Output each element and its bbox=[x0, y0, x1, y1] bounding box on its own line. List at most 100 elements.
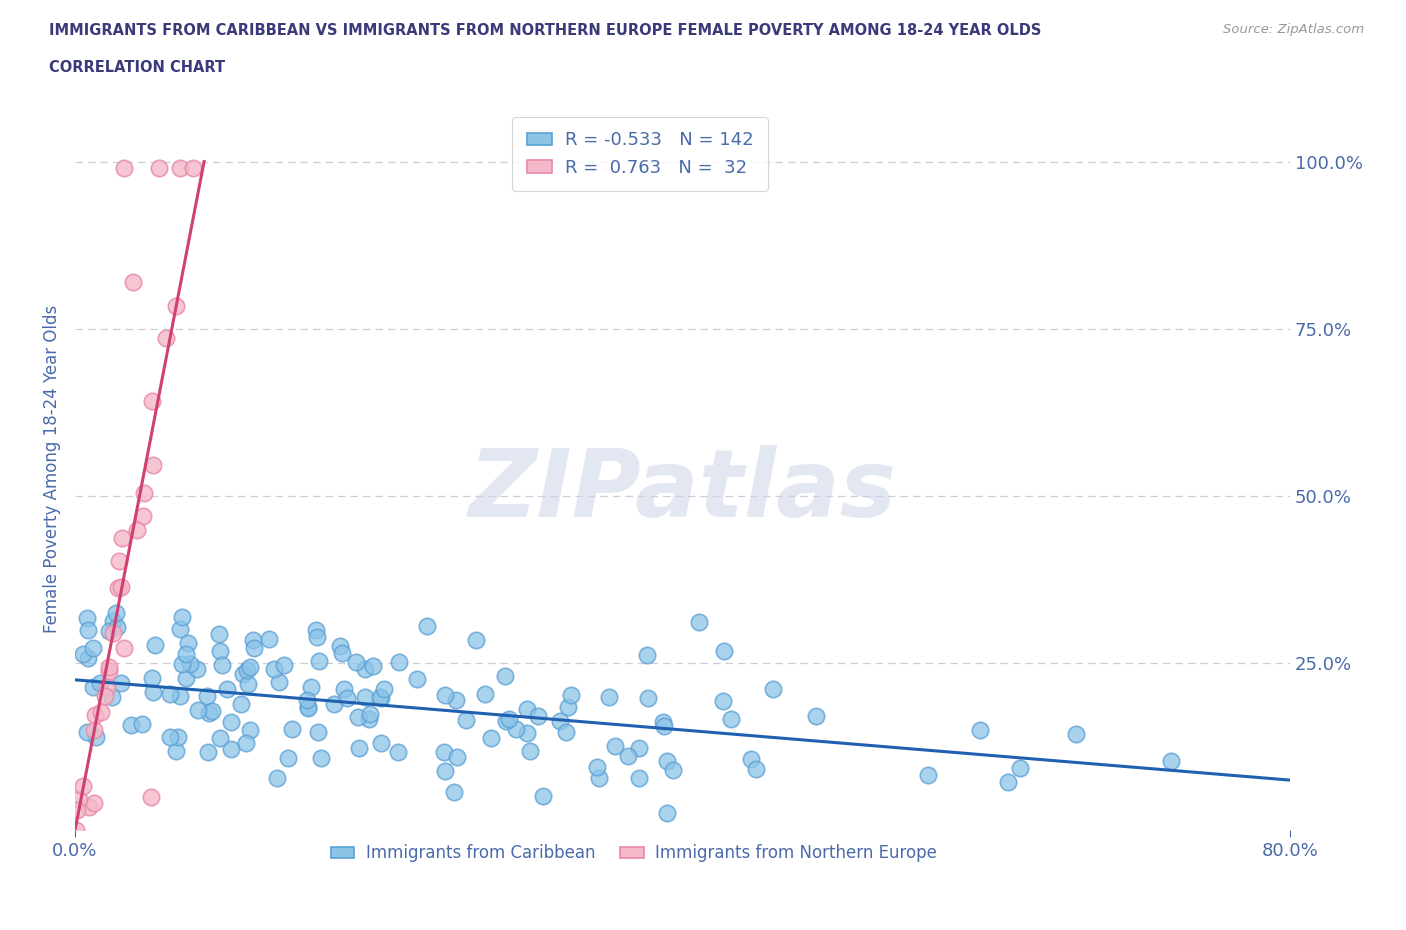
Point bbox=[336, 690, 359, 705]
Point bbox=[183, 161, 205, 176]
Point bbox=[516, 725, 538, 740]
Point bbox=[125, 523, 148, 538]
Point bbox=[627, 740, 650, 755]
Y-axis label: Female Poverty Among 18-24 Year Olds: Female Poverty Among 18-24 Year Olds bbox=[44, 305, 60, 633]
Point bbox=[84, 730, 107, 745]
Point bbox=[347, 740, 370, 755]
Point bbox=[98, 664, 121, 679]
Point bbox=[110, 675, 132, 690]
Point bbox=[1064, 726, 1087, 741]
Point bbox=[762, 681, 785, 696]
Point bbox=[388, 655, 411, 670]
Point bbox=[141, 393, 163, 408]
Text: CORRELATION CHART: CORRELATION CHART bbox=[49, 60, 225, 75]
Point bbox=[433, 687, 456, 702]
Point bbox=[740, 751, 762, 766]
Text: ZIPatlas: ZIPatlas bbox=[468, 445, 897, 537]
Point bbox=[997, 775, 1019, 790]
Point bbox=[347, 710, 370, 724]
Legend: Immigrants from Caribbean, Immigrants from Northern Europe: Immigrants from Caribbean, Immigrants fr… bbox=[323, 838, 943, 869]
Point bbox=[299, 679, 322, 694]
Point bbox=[208, 627, 231, 642]
Point bbox=[110, 579, 132, 594]
Point bbox=[170, 609, 193, 624]
Point bbox=[90, 705, 112, 720]
Point bbox=[170, 657, 193, 671]
Point bbox=[616, 749, 638, 764]
Point bbox=[307, 724, 329, 739]
Point bbox=[257, 632, 280, 647]
Point bbox=[373, 681, 395, 696]
Point bbox=[637, 690, 659, 705]
Point bbox=[353, 661, 375, 676]
Point bbox=[76, 724, 98, 739]
Point bbox=[239, 659, 262, 674]
Point bbox=[112, 161, 135, 176]
Point bbox=[353, 690, 375, 705]
Point bbox=[77, 799, 100, 814]
Point bbox=[281, 722, 304, 737]
Point bbox=[307, 630, 329, 644]
Point bbox=[77, 622, 100, 637]
Point bbox=[357, 711, 380, 726]
Point bbox=[263, 661, 285, 676]
Point bbox=[209, 644, 232, 658]
Point bbox=[433, 764, 456, 778]
Point bbox=[446, 750, 468, 764]
Point bbox=[169, 161, 191, 176]
Point bbox=[332, 682, 354, 697]
Point bbox=[454, 712, 477, 727]
Point bbox=[111, 531, 134, 546]
Point bbox=[148, 161, 170, 176]
Point bbox=[346, 655, 368, 670]
Point bbox=[236, 662, 259, 677]
Point bbox=[655, 753, 678, 768]
Point bbox=[557, 699, 579, 714]
Point bbox=[155, 331, 177, 346]
Point bbox=[309, 751, 332, 765]
Point bbox=[662, 763, 685, 777]
Point bbox=[121, 274, 143, 289]
Point bbox=[969, 723, 991, 737]
Point bbox=[83, 708, 105, 723]
Point bbox=[444, 693, 467, 708]
Point bbox=[177, 635, 200, 650]
Point bbox=[406, 671, 429, 686]
Point bbox=[101, 614, 124, 629]
Text: Source: ZipAtlas.com: Source: ZipAtlas.com bbox=[1223, 23, 1364, 36]
Point bbox=[526, 709, 548, 724]
Point bbox=[112, 641, 135, 656]
Point bbox=[132, 509, 155, 524]
Point bbox=[197, 745, 219, 760]
Point bbox=[598, 690, 620, 705]
Point bbox=[67, 792, 90, 807]
Point bbox=[560, 687, 582, 702]
Point bbox=[745, 762, 768, 777]
Point bbox=[370, 736, 392, 751]
Point bbox=[330, 645, 353, 660]
Point bbox=[242, 632, 264, 647]
Point bbox=[519, 744, 541, 759]
Point bbox=[131, 717, 153, 732]
Point bbox=[505, 722, 527, 737]
Point bbox=[105, 619, 128, 634]
Point bbox=[96, 679, 118, 694]
Point bbox=[297, 700, 319, 715]
Point bbox=[297, 699, 319, 714]
Point bbox=[416, 618, 439, 633]
Point bbox=[370, 691, 392, 706]
Point bbox=[239, 723, 262, 737]
Point bbox=[76, 650, 98, 665]
Point bbox=[179, 657, 201, 671]
Point bbox=[211, 658, 233, 672]
Point bbox=[145, 637, 167, 652]
Point bbox=[628, 770, 651, 785]
Point bbox=[361, 658, 384, 673]
Point bbox=[83, 723, 105, 737]
Point bbox=[101, 626, 124, 641]
Point bbox=[387, 744, 409, 759]
Point bbox=[1010, 761, 1032, 776]
Point bbox=[159, 730, 181, 745]
Point bbox=[720, 711, 742, 726]
Point bbox=[72, 646, 94, 661]
